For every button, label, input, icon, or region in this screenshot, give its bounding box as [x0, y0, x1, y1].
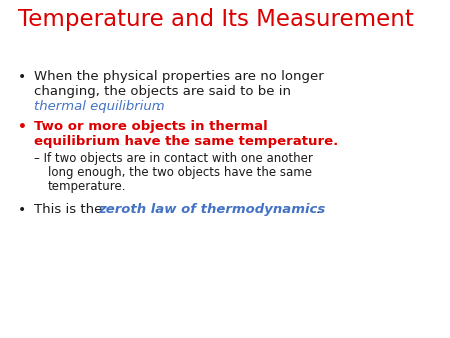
Text: •: • — [18, 203, 26, 217]
Text: .: . — [316, 203, 320, 216]
Text: thermal equilibrium: thermal equilibrium — [34, 100, 165, 113]
Text: Temperature and Its Measurement: Temperature and Its Measurement — [18, 8, 414, 31]
Text: .: . — [157, 100, 161, 113]
Text: zeroth law of thermodynamics: zeroth law of thermodynamics — [98, 203, 325, 216]
Text: This is the: This is the — [34, 203, 107, 216]
Text: – If two objects are in contact with one another: – If two objects are in contact with one… — [34, 152, 313, 165]
Text: long enough, the two objects have the same: long enough, the two objects have the sa… — [48, 166, 312, 179]
Text: •: • — [18, 70, 26, 84]
Text: •: • — [18, 120, 27, 134]
Text: When the physical properties are no longer: When the physical properties are no long… — [34, 70, 324, 83]
Text: temperature.: temperature. — [48, 180, 126, 193]
Text: changing, the objects are said to be in: changing, the objects are said to be in — [34, 85, 291, 98]
Text: Two or more objects in thermal: Two or more objects in thermal — [34, 120, 268, 133]
Text: equilibrium have the same temperature.: equilibrium have the same temperature. — [34, 135, 338, 148]
